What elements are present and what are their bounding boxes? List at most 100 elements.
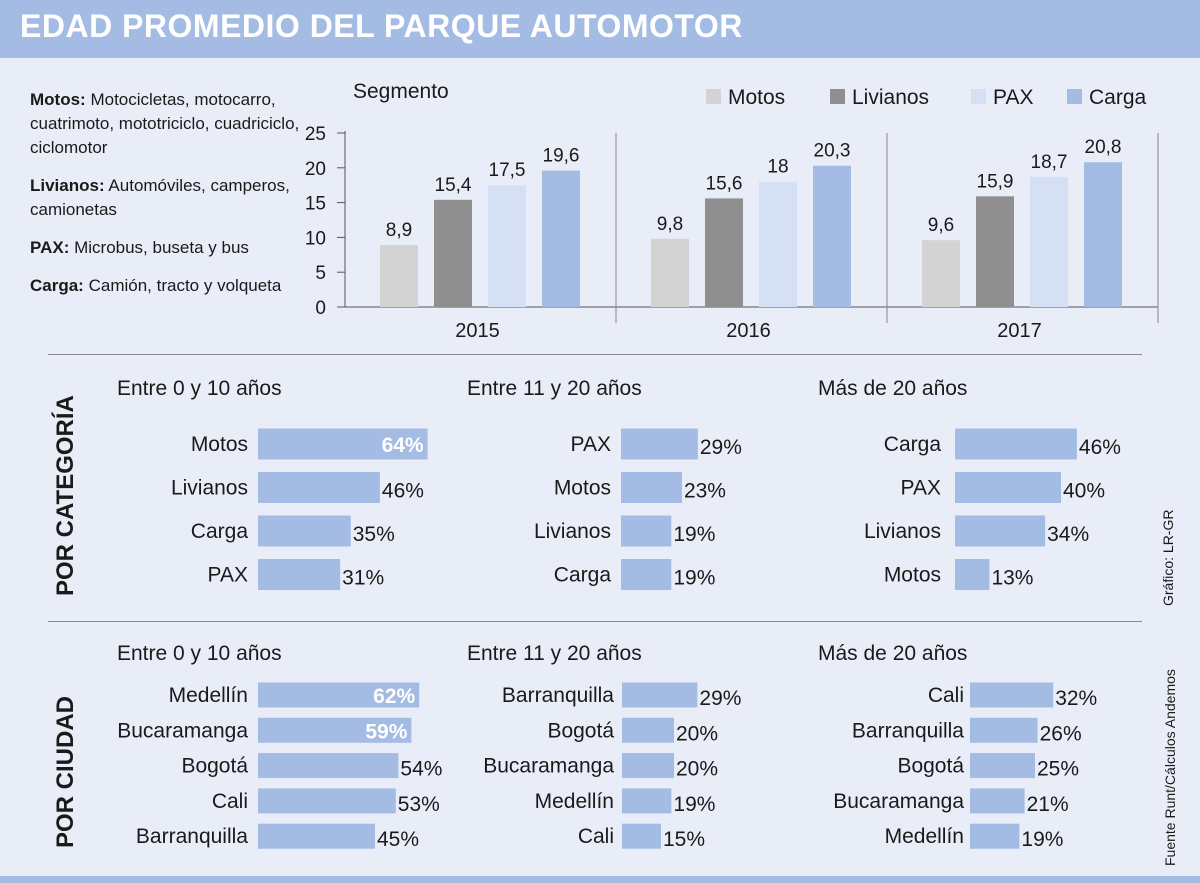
bar-category-label: Livianos: [534, 520, 611, 543]
hbar-carga: [955, 428, 1077, 460]
bar-livianos-2016: [705, 198, 743, 307]
definition-carga: Carga: Camión, tracto y volqueta: [30, 274, 300, 298]
data-label: 20,8: [1085, 137, 1122, 158]
hbar-value-label: 19%: [673, 793, 715, 816]
credit-text: Gráfico: LR-GR: [1160, 509, 1176, 606]
legend-label-carga: Carga: [1089, 86, 1147, 109]
hbar-bogotá: [258, 753, 399, 779]
bar-carga-2017: [1084, 162, 1122, 307]
definition-pax: PAX: Microbus, buseta y bus: [30, 236, 300, 260]
hbar-bucaramanga: [970, 788, 1025, 814]
bar-category-label: Bucaramanga: [833, 790, 964, 813]
page-title: EDAD PROMEDIO DEL PARQUE AUTOMOTOR: [20, 8, 743, 44]
hbar-barranquilla: [622, 682, 698, 708]
y-tick-label: 10: [305, 228, 326, 249]
legend-label-livianos: Livianos: [852, 86, 929, 109]
hbar-value-label: 62%: [373, 685, 415, 708]
bar-motos-2016: [651, 238, 689, 307]
definition-term: Livianos:: [30, 176, 105, 195]
hbar-value-label: 59%: [365, 720, 407, 743]
bar-category-label: Medellín: [535, 790, 614, 813]
hbar-barranquilla: [258, 823, 375, 849]
hbar-pax: [621, 428, 698, 460]
data-label: 19,6: [543, 146, 580, 167]
hbar-value-label: 29%: [700, 436, 742, 459]
bar-category-label: Motos: [884, 564, 941, 587]
data-label: 8,9: [386, 220, 412, 241]
bar-category-label: Bucaramanga: [117, 719, 248, 742]
bar-pax-2017: [1030, 176, 1068, 307]
hbar-value-label: 20%: [676, 758, 718, 781]
panel-title: Entre 0 y 10 años: [117, 377, 282, 400]
panel-title: Más de 20 años: [818, 642, 967, 665]
bar-category-label: Carga: [554, 564, 612, 587]
hbar-value-label: 21%: [1027, 793, 1069, 816]
legend-swatch-pax: [971, 89, 986, 104]
definition-text: Automóviles, camperos, camionetas: [30, 176, 290, 219]
definition-motos: Motos: Motocicletas, motocarro, cuatrimo…: [30, 88, 300, 160]
hbar-bogotá: [622, 717, 674, 743]
panel-title: Más de 20 años: [818, 377, 967, 400]
hbar-value-label: 19%: [673, 523, 715, 546]
bar-category-label: PAX: [208, 564, 248, 587]
hbar-barranquilla: [970, 717, 1038, 743]
definition-term: Carga:: [30, 276, 84, 295]
panel-title: Entre 11 y 20 años: [467, 642, 642, 665]
bar-category-label: Barranquilla: [502, 684, 614, 707]
legend-swatch-carga: [1067, 89, 1082, 104]
data-label: 15,4: [435, 175, 472, 196]
bar-category-label: Bogotá: [181, 755, 248, 778]
hbar-value-label: 19%: [1021, 828, 1063, 851]
hbar-pax: [258, 559, 341, 590]
y-tick-label: 25: [305, 124, 326, 145]
hbar-value-label: 46%: [1079, 436, 1121, 459]
bar-carga-2015: [542, 170, 580, 307]
bar-pax-2016: [759, 181, 797, 307]
bar-category-label: Carga: [191, 520, 249, 543]
bar-category-label: Barranquilla: [852, 719, 964, 742]
bar-category-label: Bogotá: [547, 719, 614, 742]
definition-text: Microbus, buseta y bus: [74, 238, 249, 257]
hbar-bogotá: [970, 753, 1035, 779]
hbar-bucaramanga: [258, 717, 412, 743]
hbar-cali: [970, 682, 1054, 708]
hbar-value-label: 54%: [400, 758, 442, 781]
hbar-carga: [258, 515, 351, 547]
chart-title: Segmento: [353, 80, 449, 103]
bar-category-label: Motos: [191, 433, 248, 456]
bar-motos-2017: [922, 240, 960, 307]
hbar-value-label: 23%: [684, 480, 726, 503]
hbar-cali: [622, 823, 661, 849]
hbar-pax: [955, 472, 1061, 503]
bar-motos-2015: [380, 245, 418, 307]
y-tick-label: 5: [315, 263, 326, 284]
bar-category-label: Medellín: [169, 684, 248, 707]
hbar-value-label: 29%: [699, 687, 741, 710]
x-tick-label: 2016: [726, 320, 771, 342]
y-tick-label: 20: [305, 159, 326, 180]
data-label: 20,3: [814, 141, 851, 162]
hbar-medellín: [970, 823, 1020, 849]
legend-label-pax: PAX: [993, 86, 1033, 109]
hbar-motos: [258, 428, 428, 460]
hbar-medellín: [622, 788, 672, 814]
hbar-value-label: 64%: [382, 434, 424, 457]
bar-category-label: Medellín: [885, 825, 964, 848]
definition-text: Motocicletas, motocarro, cuatrimoto, mot…: [30, 90, 300, 157]
bar-category-label: Bucaramanga: [483, 755, 614, 778]
header-banner: EDAD PROMEDIO DEL PARQUE AUTOMOTOR: [0, 0, 1200, 58]
legend-label-motos: Motos: [728, 86, 785, 109]
data-label: 9,6: [928, 215, 954, 236]
definition-term: Motos:: [30, 90, 86, 109]
y-tick-label: 15: [305, 194, 326, 215]
x-tick-label: 2017: [997, 320, 1042, 342]
hbar-value-label: 53%: [398, 793, 440, 816]
y-tick-label: 0: [315, 298, 326, 319]
bar-category-label: Barranquilla: [136, 825, 248, 848]
data-label: 18: [767, 157, 788, 178]
footer-bar: [0, 876, 1200, 883]
bar-category-label: Carga: [884, 433, 942, 456]
hbar-livianos: [955, 515, 1046, 547]
hbar-value-label: 20%: [676, 722, 718, 745]
legend-swatch-motos: [706, 89, 721, 104]
